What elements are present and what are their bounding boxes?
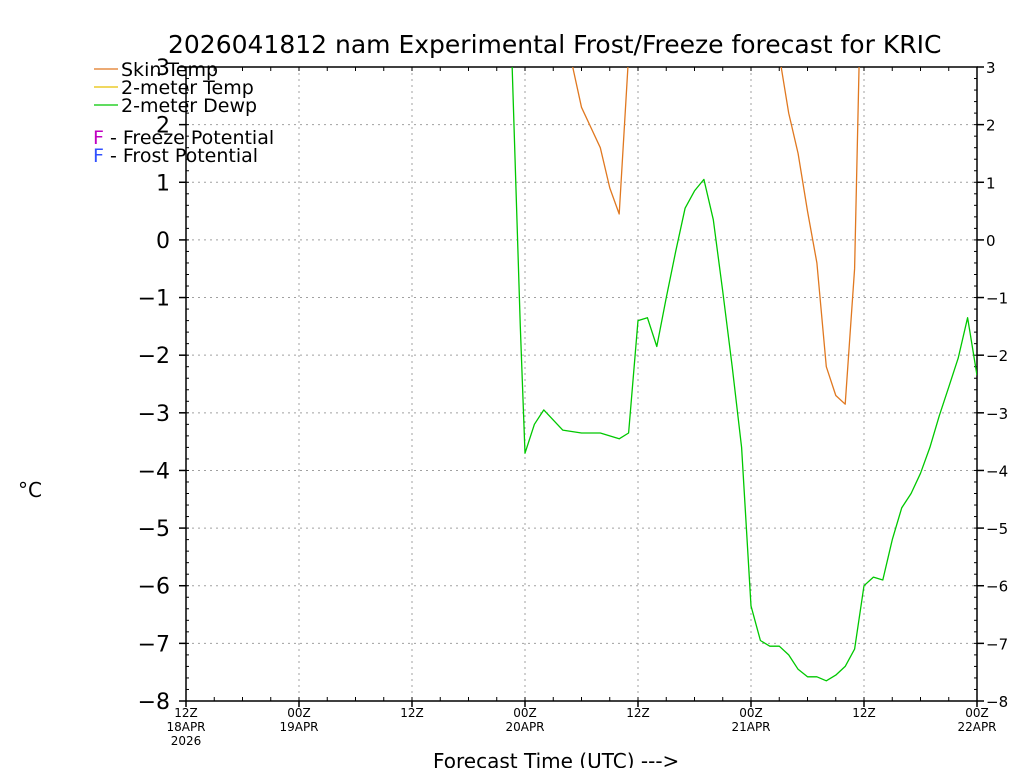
y-tick-label-left: 1 bbox=[156, 171, 170, 196]
y-tick-label-right: −4 bbox=[986, 462, 1008, 480]
legend-label: Skin Temp bbox=[121, 59, 218, 81]
x-tick-date-label: 21APR bbox=[731, 720, 770, 734]
potential-label: - Freeze Potential bbox=[104, 127, 274, 149]
x-tick-time-label: 12Z bbox=[852, 706, 876, 720]
x-tick-date-label: 19APR bbox=[279, 720, 318, 734]
x-axis-label: Forecast Time (UTC) ---> bbox=[433, 749, 679, 768]
legend-label: 2-meter Dewp bbox=[121, 95, 257, 117]
plot-frame bbox=[185, 66, 978, 702]
y-tick-label-left: −7 bbox=[138, 632, 170, 657]
y-tick-label-right: −7 bbox=[986, 635, 1008, 653]
y-tick-label-right: −2 bbox=[986, 347, 1008, 365]
potential-legend-item: F - Freeze Potential bbox=[93, 127, 274, 149]
series-line-skin-temp bbox=[572, 67, 629, 215]
series-lines bbox=[511, 67, 977, 682]
y-tick-label-right: −3 bbox=[986, 405, 1008, 423]
y-tick-label-right: 2 bbox=[986, 117, 996, 135]
y-tick-label-left: −8 bbox=[138, 690, 170, 715]
potential-letter: F bbox=[93, 145, 104, 167]
y-tick-label-right: −5 bbox=[986, 520, 1008, 538]
axis-ticks bbox=[179, 66, 984, 707]
y-tick-label-right: 0 bbox=[986, 232, 996, 250]
x-tick-time-label: 00Z bbox=[513, 706, 537, 720]
y-tick-label-right: 3 bbox=[986, 59, 996, 77]
y-axis-left: 3 2 1 0 −1 −2 −3 −4 −5 −6 −7 −8 bbox=[138, 56, 170, 715]
potential-label: - Frost Potential bbox=[104, 145, 258, 167]
y-tick-label-left: 2 bbox=[156, 114, 170, 139]
y-axis-label: °C bbox=[18, 478, 42, 502]
potential-letter: F bbox=[93, 127, 104, 149]
x-tick-time-label: 12Z bbox=[174, 706, 198, 720]
x-tick-time-label: 12Z bbox=[626, 706, 650, 720]
x-tick-time-label: 00Z bbox=[739, 706, 763, 720]
x-tick-year-label: 2026 bbox=[171, 734, 202, 748]
y-tick-label-left: −1 bbox=[138, 287, 170, 312]
chart-title: 2026041812 nam Experimental Frost/Freeze… bbox=[168, 30, 941, 59]
y-tick-label-right: −1 bbox=[986, 290, 1008, 308]
x-tick-time-label: 12Z bbox=[400, 706, 424, 720]
x-tick-time-label: 00Z bbox=[287, 706, 311, 720]
y-tick-label-left: 3 bbox=[156, 56, 170, 81]
series-line-2-meter-dewp bbox=[511, 67, 977, 682]
x-tick-date-label: 18APR bbox=[166, 720, 205, 734]
y-tick-label-right: −6 bbox=[986, 578, 1008, 596]
legend-label: 2-meter Temp bbox=[121, 77, 254, 99]
grid-lines bbox=[186, 67, 977, 701]
y-tick-label-right: 1 bbox=[986, 174, 996, 192]
x-tick-time-label: 00Z bbox=[965, 706, 989, 720]
y-tick-label-right: −8 bbox=[986, 693, 1008, 711]
series-line-skin-temp bbox=[780, 67, 860, 405]
x-tick-date-label: 20APR bbox=[505, 720, 544, 734]
y-tick-label-left: −2 bbox=[138, 344, 170, 369]
y-tick-label-left: −3 bbox=[138, 402, 170, 427]
y-tick-label-left: −6 bbox=[138, 575, 170, 600]
y-tick-label-left: −4 bbox=[138, 459, 170, 484]
y-tick-label-left: 0 bbox=[156, 229, 170, 254]
y-tick-label-left: −5 bbox=[138, 517, 170, 542]
potential-legend-item: F - Frost Potential bbox=[93, 145, 258, 167]
x-tick-date-label: 22APR bbox=[957, 720, 996, 734]
y-axis-right: 3 2 1 0 −1 −2 −3 −4 −5 −6 −7 −8 bbox=[986, 59, 1008, 711]
